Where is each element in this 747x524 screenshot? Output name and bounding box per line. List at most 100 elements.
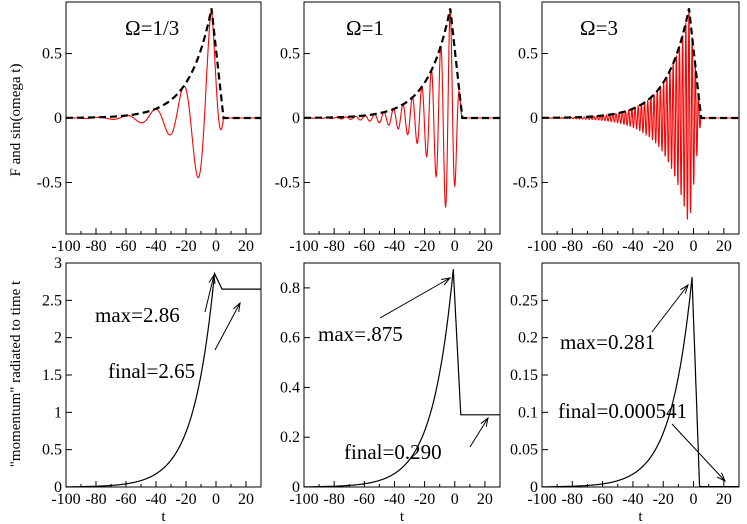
panel-bottom-left: -100 -80 -60 -40 -20 0 20 0 0.5 1 1.5 2 2.5 3 t max=2.8… — [42, 255, 262, 524]
x-tick-label: 0 — [690, 491, 698, 508]
panel-title: Ω=3 — [580, 16, 618, 40]
x-tick-label: 0 — [212, 238, 220, 255]
panel-bottom-middle: -100 -80 -60 -40 -20 0 20 0 0.2 0.4 0.6 0.8 t max=.87… — [280, 262, 501, 524]
x-tick-label: 0 — [212, 491, 220, 508]
x-tick-label: -20 — [414, 238, 435, 255]
x-tick-label: -80 — [85, 238, 106, 255]
y-tick-label: 3 — [54, 255, 62, 272]
annotation-arrow — [379, 277, 451, 319]
y-tick-label: 0 — [530, 479, 538, 496]
annotation-max: max=0.281 — [560, 330, 655, 354]
panel-title: Ω=1 — [346, 16, 384, 40]
x-tick-label: -20 — [653, 491, 674, 508]
y-tick-label: 0.2 — [518, 330, 538, 347]
x-tick-label: -40 — [384, 491, 405, 508]
x-axis-label: t — [400, 509, 405, 524]
x-tick-label: -20 — [653, 238, 674, 255]
x-tick-label: -80 — [85, 491, 106, 508]
annotation-arrow — [204, 274, 215, 313]
x-tick-label: -40 — [145, 238, 166, 255]
annotation-max: max=.875 — [318, 322, 403, 346]
x-tick-label: -40 — [622, 491, 643, 508]
momentum-line — [542, 277, 739, 488]
annotation-final: final=0.290 — [344, 440, 442, 464]
y-tick-label: 0 — [530, 110, 538, 127]
x-tick-label: -60 — [592, 491, 613, 508]
x-tick-label: -60 — [115, 238, 136, 255]
envelope-line — [66, 8, 261, 120]
y-tick-label: 0.5 — [518, 46, 538, 63]
x-tick-label: 0 — [451, 491, 459, 508]
annotation-arrowhead — [480, 416, 489, 427]
x-tick-label: -60 — [354, 491, 375, 508]
x-tick-label: -80 — [323, 491, 344, 508]
y-tick-label: 0.4 — [280, 379, 300, 396]
annotation-arrow — [214, 302, 241, 351]
x-tick-label: -40 — [622, 238, 643, 255]
x-tick-label: -100 — [527, 491, 556, 508]
ylabel-bottom: "momentum" radiated to time t — [8, 280, 24, 467]
momentum-line — [304, 269, 500, 488]
x-tick-label: -20 — [414, 491, 435, 508]
x-axis-label: t — [161, 509, 166, 524]
ylabel-top: F and sin(omega t) — [8, 64, 24, 177]
x-tick-label: -20 — [175, 491, 196, 508]
y-tick-label: -0.5 — [513, 174, 538, 191]
y-tick-label: -0.5 — [275, 174, 300, 191]
y-tick-label: 0.8 — [280, 280, 300, 297]
annotation-arrowhead — [208, 273, 216, 284]
x-tick-label: -40 — [145, 491, 166, 508]
annotation-arrow — [671, 423, 726, 482]
annotation-max: max=2.86 — [95, 303, 180, 327]
x-tick-label: -80 — [562, 238, 583, 255]
panel-top-left: -100 -80 -60 -40 -20 0 20 -0.5 0 0.5 Ω=1/3 — [37, 1, 262, 255]
x-tick-label: -100 — [527, 238, 556, 255]
y-tick-label: 0 — [54, 110, 62, 127]
annotation-arrowhead — [680, 283, 689, 294]
y-tick-label: 0.2 — [280, 429, 300, 446]
panel-bottom-right: -100 -80 -60 -40 -20 0 20 0 0.05 0.1 0.15 0.2 0.25 t m… — [510, 262, 740, 524]
x-tick-label: -60 — [354, 238, 375, 255]
annotation-arrowhead — [232, 301, 241, 312]
momentum-line — [66, 271, 261, 488]
y-tick-label: 0 — [54, 479, 62, 496]
annotation-arrow — [469, 417, 489, 448]
x-tick-label: -80 — [562, 491, 583, 508]
envelope-line — [542, 8, 739, 120]
x-tick-label: 20 — [716, 238, 732, 255]
signal-line — [541, 8, 739, 220]
annotation-arrowhead — [716, 472, 726, 483]
annotation-arrow — [651, 284, 689, 333]
y-tick-label: 1 — [54, 404, 62, 421]
x-tick-label: 20 — [238, 238, 254, 255]
x-tick-label: 20 — [477, 491, 493, 508]
signal-line — [303, 8, 500, 209]
annotation-final: final=2.65 — [108, 359, 195, 383]
x-tick-label: -60 — [115, 491, 136, 508]
envelope-line — [304, 8, 500, 120]
x-tick-label: -20 — [175, 238, 196, 255]
x-tick-label: -100 — [289, 238, 318, 255]
panel-title: Ω=1/3 — [125, 16, 179, 40]
y-tick-label: 2.5 — [42, 292, 62, 309]
y-tick-label: 0.5 — [280, 46, 300, 63]
y-tick-label: 0.25 — [510, 292, 538, 309]
y-tick-label: 0.1 — [518, 404, 538, 421]
y-tick-label: 0.15 — [510, 367, 538, 384]
y-tick-label: 0.05 — [510, 442, 538, 459]
plot-frame — [541, 262, 740, 488]
panel-top-middle: -100 -80 -60 -40 -20 0 20 -0.5 0 0.5 Ω=1 — [275, 1, 501, 255]
y-tick-label: 2 — [54, 330, 62, 347]
x-tick-label: -60 — [592, 238, 613, 255]
x-tick-label: -100 — [51, 238, 80, 255]
panel-top-right: -100 -80 -60 -40 -20 0 20 -0.5 0 0.5 Ω=3 — [513, 1, 740, 255]
x-tick-label: 0 — [690, 238, 698, 255]
annotation-arrowhead — [441, 277, 452, 286]
x-tick-label: -80 — [323, 238, 344, 255]
x-tick-label: -40 — [384, 238, 405, 255]
x-axis-label: t — [638, 509, 643, 524]
y-tick-label: 1.5 — [42, 367, 62, 384]
x-tick-label: 20 — [716, 491, 732, 508]
x-tick-label: -100 — [289, 491, 318, 508]
